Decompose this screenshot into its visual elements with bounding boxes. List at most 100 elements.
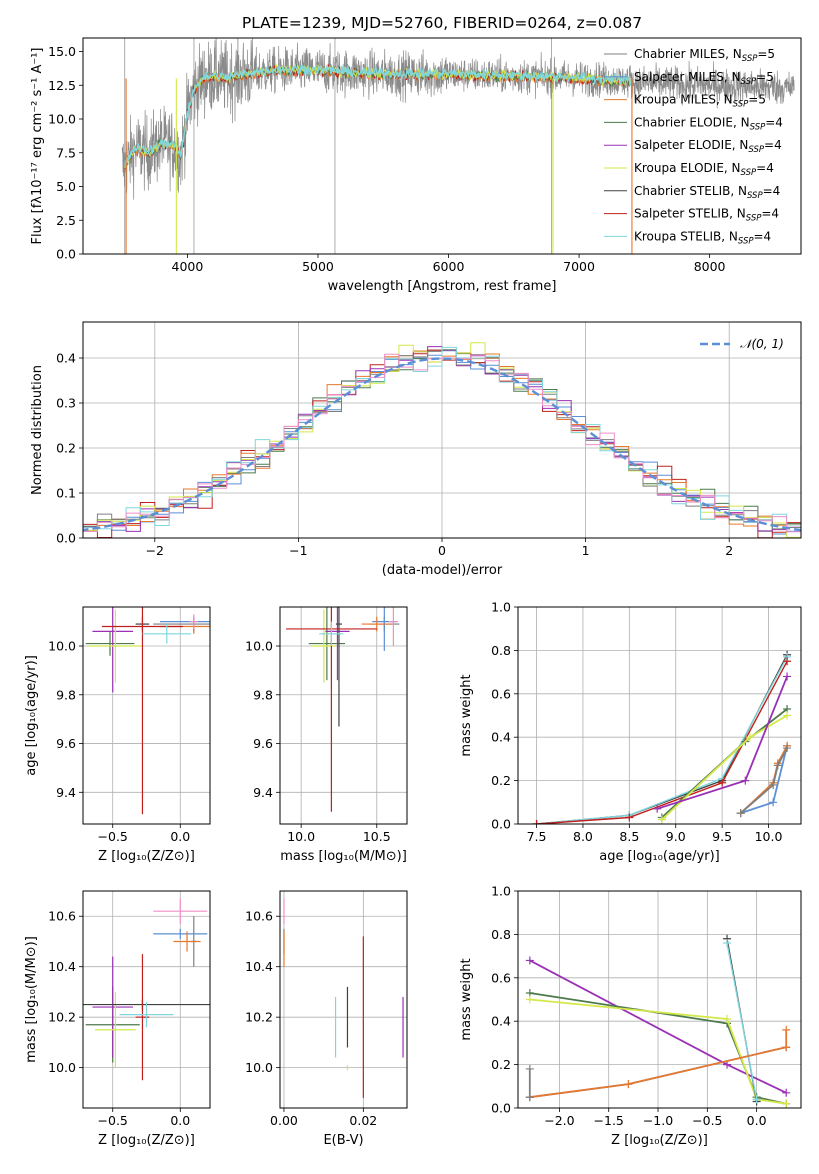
y-tick-label: 0.2 xyxy=(56,441,76,456)
legend-label: Salpeter ELODIE, NSSP=4 xyxy=(634,138,782,155)
axes-frame xyxy=(517,606,802,825)
massweight-marker xyxy=(525,995,534,1004)
axes-frame xyxy=(279,890,408,1109)
spectrum-panel: 4000 5000 6000 7000 8000 0.0 2.5 5.0 7.5 10.0 12.5… xyxy=(30,37,802,294)
x-tick-label: 8.0 xyxy=(573,829,593,844)
y-axis-label: mass weight xyxy=(459,674,474,756)
grid-lines xyxy=(280,891,407,1108)
legend-subscript: SSP xyxy=(748,145,764,155)
x-axis-label: mass [log₁₀(M/M⊙)] xyxy=(280,849,407,864)
y-tick-label: 9.8 xyxy=(253,687,273,702)
y-tick-label: 7.5 xyxy=(56,145,76,160)
figure-title: PLATE=1239, MJD=52760, FIBERID=0264, z=0… xyxy=(242,14,642,32)
legend-subscript: SSP xyxy=(742,54,758,64)
massweight-vs-age-panel: 7.5 8.0 8.5 9.0 9.5 10.0 0.0 0.2 0.4 0.6 0.8 1.0 age… xyxy=(459,600,802,864)
y-axis-label: age [log₁₀(age/yr)] xyxy=(24,655,39,776)
axes-frame xyxy=(82,606,211,825)
massweight-marker xyxy=(657,815,666,824)
legend-label-text: Salpeter STELIB, N xyxy=(634,207,746,221)
x-tick-label: −0.5 xyxy=(98,1113,128,1128)
massweight-marker xyxy=(525,1093,534,1102)
legend-label: Chabrier STELIB, NSSP=4 xyxy=(634,184,780,201)
massweight-marker xyxy=(745,733,754,742)
x-axis-label: Z [log₁₀(Z/Z⊙)] xyxy=(611,1133,708,1148)
x-axis-label: (data-model)/error xyxy=(382,563,503,578)
legend-label: Kroupa STELIB, NSSP=4 xyxy=(634,229,771,246)
axes-frame xyxy=(82,890,211,1109)
massweight-marker xyxy=(625,813,634,822)
y-tick-label: 0.0 xyxy=(491,1101,511,1116)
plot-area xyxy=(283,898,404,1098)
y-tick-label: 10.0 xyxy=(48,112,76,127)
massweight-marker xyxy=(624,1080,633,1089)
legend-label-text: Salpeter ELODIE, N xyxy=(634,138,748,152)
x-axis-label: Z [log₁₀(Z/Z⊙)] xyxy=(98,849,195,864)
y-tick-label: 10.0 xyxy=(245,639,273,654)
x-tick-label: 4000 xyxy=(172,259,204,274)
massweight-marker xyxy=(718,778,727,787)
y-tick-label: 0.8 xyxy=(491,643,511,658)
x-tick-label: 0.02 xyxy=(349,1113,377,1128)
x-tick-label: 1 xyxy=(582,543,590,558)
y-tick-label: 15.0 xyxy=(48,44,76,59)
y-tick-label: 10.0 xyxy=(245,1060,273,1075)
plot-area xyxy=(532,650,792,824)
massweight-marker xyxy=(769,798,778,807)
x-axis-label: E(B-V) xyxy=(323,1133,363,1148)
y-tick-label: 10.4 xyxy=(245,959,273,974)
age-vs-metallicity-panel: −0.5 0.0 9.4 9.6 9.8 10.0 Z [log₁₀(Z/Z⊙)] age [… xyxy=(24,606,211,864)
y-tick-label: 9.4 xyxy=(56,785,76,800)
y-tick-label: 0.2 xyxy=(491,773,511,788)
y-tick-label: 10.0 xyxy=(48,1060,76,1075)
massweight-vs-metallicity-panel: −2.0 −1.5 −1.0 −0.5 0.0 0.0 0.2 0.4 0.6 0.8 1.0 Z [… xyxy=(459,884,802,1148)
legend-label: Chabrier ELODIE, NSSP=4 xyxy=(634,115,783,132)
legend-label-value: =4 xyxy=(763,184,781,198)
grid-lines xyxy=(83,891,210,1108)
x-axis-label: Z [log₁₀(Z/Z⊙)] xyxy=(98,1133,195,1148)
massweight-line xyxy=(536,660,788,824)
x-tick-label: −0.5 xyxy=(692,1113,722,1128)
y-axis-label: mass [log₁₀(M/M⊙)] xyxy=(24,936,39,1063)
massweight-line xyxy=(726,942,758,1100)
y-tick-label: 10.6 xyxy=(48,909,76,924)
axes-frame xyxy=(82,321,802,539)
x-tick-label: 5000 xyxy=(302,259,334,274)
legend-label: Kroupa MILES, NSSP=5 xyxy=(634,93,766,110)
y-tick-label: 1.0 xyxy=(491,600,511,615)
legend-subscript: SSP xyxy=(741,168,757,178)
x-axis-label: age [log₁₀(age/yr)] xyxy=(599,849,720,864)
y-tick-label: 0.0 xyxy=(56,531,76,546)
x-tick-label: 6000 xyxy=(433,259,465,274)
x-tick-label: 10.0 xyxy=(287,829,315,844)
axes-frame xyxy=(517,890,802,1109)
legend-label-value: =4 xyxy=(761,207,779,221)
y-tick-label: 10.4 xyxy=(48,959,76,974)
massweight-line xyxy=(740,745,788,814)
y-tick-label: 10.0 xyxy=(48,639,76,654)
plot-area xyxy=(286,607,400,812)
legend-label-text: Kroupa ELODIE, N xyxy=(634,161,741,175)
x-tick-label: 0.0 xyxy=(747,1113,767,1128)
x-tick-label: −0.5 xyxy=(98,829,128,844)
massweight-marker xyxy=(752,1095,761,1104)
y-tick-label: 0.8 xyxy=(491,927,511,942)
plot-area xyxy=(83,898,210,1081)
massweight-marker xyxy=(782,1099,791,1108)
x-tick-label: −1.5 xyxy=(594,1113,624,1128)
grid-lines xyxy=(280,607,407,824)
x-tick-label: −1 xyxy=(289,543,307,558)
plot-area xyxy=(83,342,801,538)
y-tick-label: 0.0 xyxy=(56,247,76,262)
massweight-marker xyxy=(741,776,750,785)
legend-subscript: SSP xyxy=(746,214,762,224)
y-tick-label: 9.6 xyxy=(253,736,273,751)
y-tick-label: 0.2 xyxy=(491,1057,511,1072)
massweight-marker xyxy=(525,956,534,965)
y-tick-label: 0.3 xyxy=(56,396,76,411)
plot-area xyxy=(121,38,795,254)
massweight-marker xyxy=(723,1015,732,1024)
x-tick-label: 8.5 xyxy=(619,829,639,844)
legend-subscript: SSP xyxy=(741,77,757,87)
x-tick-label: 0.00 xyxy=(270,1113,298,1128)
